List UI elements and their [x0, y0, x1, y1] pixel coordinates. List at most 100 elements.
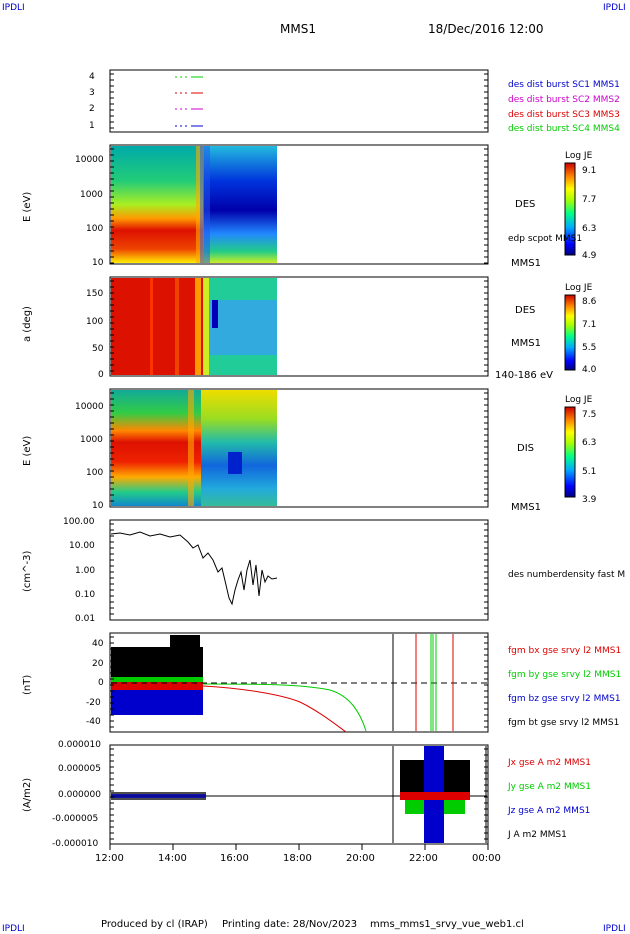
j-ytick-0: 0.000000 — [58, 790, 101, 800]
cbar2-tick-2: 7.1 — [582, 320, 597, 330]
b-ytick-m20: -20 — [86, 698, 101, 708]
cbar1-tick-4: 4.9 — [582, 251, 597, 261]
current-ylabel: (A/m2) — [22, 777, 33, 812]
cbar3-tick-4: 3.9 — [582, 495, 597, 505]
dens-ytick-01: 0.10 — [75, 590, 96, 600]
des-pitch-ylabel: a (deg) — [22, 306, 33, 342]
des-energy-label: DES — [515, 199, 536, 210]
footer-filename: mms_mms1_srvy_vue_web1.cl — [370, 919, 524, 930]
legend-avail-2: des dist burst SC2 MMS2 — [508, 95, 620, 105]
colorbar-des-energy — [564, 162, 576, 256]
j-ytick-m10: -0.000010 — [52, 839, 99, 849]
density-trace — [110, 531, 278, 606]
legend-bz: fgm bz gse srvy l2 MMS1 — [508, 694, 621, 704]
des-pitch-sc-label: MMS1 — [511, 338, 541, 349]
pitch-ytick-150: 150 — [86, 289, 104, 299]
dis-energy-label: DIS — [517, 443, 534, 454]
pitch-ytick-0: 0 — [98, 370, 104, 380]
panel-magnetic-frame — [109, 632, 489, 733]
colorbar1-title: Log JE — [565, 151, 593, 161]
xtick-0000: 00:00 — [472, 853, 501, 864]
dens-ytick-100: 100.00 — [63, 517, 95, 527]
j-ytick-m5: -0.000005 — [52, 814, 99, 824]
cbar2-tick-4: 4.0 — [582, 365, 597, 375]
dis-e-ytick-10000: 10000 — [75, 402, 104, 412]
pitch-ytick-100: 100 — [86, 317, 104, 327]
xtick-1400: 14:00 — [158, 853, 187, 864]
corner-label-top-right: IPDLI — [603, 3, 626, 13]
scpot-label: edp scpot MMS1 — [508, 234, 583, 244]
avail-ytick-3: 3 — [89, 88, 95, 98]
cbar1-tick-3: 6.3 — [582, 224, 597, 234]
density-ylabel: (cm^-3) — [22, 550, 33, 592]
des-energy-spectrogram — [111, 146, 277, 263]
des-pitch-spectrogram — [111, 278, 277, 375]
legend-by: fgm by gse srvy l2 MMS1 — [508, 670, 622, 680]
pitch-ytick-50: 50 — [92, 344, 104, 354]
xtick-2000: 20:00 — [346, 853, 375, 864]
b-ytick-m40: -40 — [86, 717, 101, 727]
des-e-ytick-10000: 10000 — [75, 155, 104, 165]
pitch-energy-range: 140-186 eV — [495, 370, 553, 381]
dis-energy-ylabel: E (eV) — [22, 435, 33, 466]
cbar2-tick-1: 8.6 — [582, 297, 597, 307]
legend-jx: Jx gse A m2 MMS1 — [508, 758, 591, 768]
legend-avail-1: des dist burst SC1 MMS1 — [508, 80, 620, 90]
j-ytick-10: 0.000010 — [58, 740, 101, 750]
des-e-ytick-1000: 1000 — [80, 190, 103, 200]
panel-availability-frame — [109, 69, 489, 133]
colorbar3-title: Log JE — [565, 395, 593, 405]
legend-jy: Jy gse A m2 MMS1 — [508, 782, 591, 792]
legend-bx: fgm bx gse srvy l2 MMS1 — [508, 646, 622, 656]
dens-ytick-10: 10.00 — [69, 541, 95, 551]
corner-label-bottom-left: IPDLI — [2, 924, 25, 934]
footer-printing-date: Printing date: 28/Nov/2023 — [222, 919, 358, 930]
cbar2-tick-3: 5.5 — [582, 343, 597, 353]
colorbar-des-pitch — [564, 294, 576, 371]
dis-energy-sc-label: MMS1 — [511, 502, 541, 513]
dis-e-ytick-10: 10 — [92, 501, 104, 511]
cbar1-tick-2: 7.7 — [582, 195, 597, 205]
panel-des-pitch-frame — [109, 276, 489, 377]
des-energy-sc-label: MMS1 — [511, 258, 541, 269]
legend-bt: fgm bt gse srvy l2 MMS1 — [508, 718, 620, 728]
des-pitch-label: DES — [515, 305, 536, 316]
b-ytick-40: 40 — [92, 639, 104, 649]
dens-ytick-001: 0.01 — [75, 614, 96, 624]
des-e-ytick-100: 100 — [86, 224, 104, 234]
legend-density: des numberdensity fast M — [508, 570, 626, 580]
dis-e-ytick-1000: 1000 — [80, 435, 103, 445]
corner-label-top-left: IPDLI — [2, 3, 25, 13]
dens-ytick-1: 1.00 — [75, 566, 96, 576]
xtick-1800: 18:00 — [283, 853, 312, 864]
spacecraft-title: MMS1 — [280, 22, 316, 36]
panel-dis-energy-frame — [109, 388, 489, 508]
bfield-ylabel: (nT) — [22, 674, 33, 695]
j-ytick-5: 0.000005 — [58, 764, 101, 774]
legend-avail-3: des dist burst SC3 MMS3 — [508, 110, 620, 120]
cbar3-tick-3: 5.1 — [582, 467, 597, 477]
des-energy-ylabel: E (eV) — [22, 191, 33, 222]
legend-avail-4: des dist burst SC4 MMS4 — [508, 124, 620, 134]
availability-dashes — [175, 76, 203, 127]
dis-energy-spectrogram — [111, 390, 277, 506]
cbar1-tick-1: 9.1 — [582, 166, 597, 176]
date-title: 18/Dec/2016 12:00 — [428, 22, 544, 36]
cbar3-tick-1: 7.5 — [582, 410, 597, 420]
b-ytick-0: 0 — [98, 678, 104, 688]
xtick-1600: 16:00 — [220, 853, 249, 864]
legend-j: J A m2 MMS1 — [508, 830, 567, 840]
avail-ytick-2: 2 — [89, 104, 95, 114]
corner-label-bottom-right: IPDLI — [603, 924, 626, 934]
panel-density-frame — [109, 519, 489, 621]
current-traces — [111, 746, 487, 843]
dis-e-ytick-100: 100 — [86, 468, 104, 478]
xtick-1200: 12:00 — [95, 853, 124, 864]
bfield-traces — [111, 634, 487, 733]
avail-ytick-4: 4 — [89, 72, 95, 82]
xtick-2200: 22:00 — [409, 853, 438, 864]
cbar3-tick-2: 6.3 — [582, 438, 597, 448]
b-ytick-20: 20 — [92, 659, 104, 669]
footer-produced: Produced by cl (IRAP) — [101, 919, 208, 930]
